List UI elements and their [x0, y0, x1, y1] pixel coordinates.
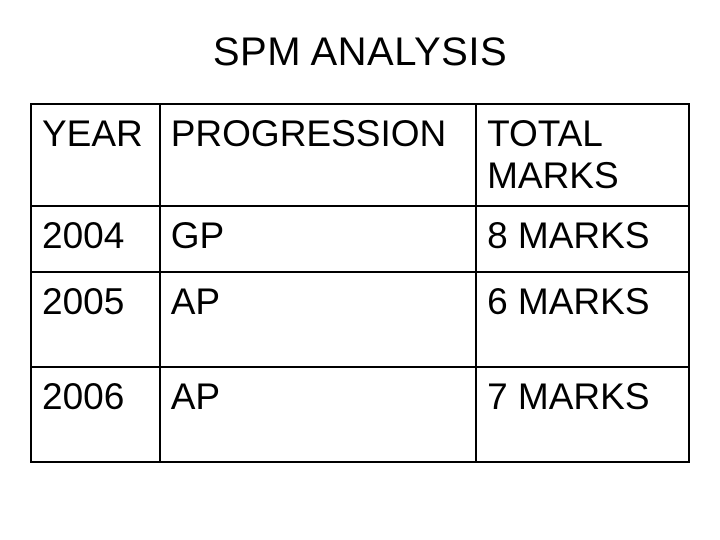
- table-row: 2006 AP 7 MARKS: [31, 367, 689, 462]
- cell-total: 7 MARKS: [476, 367, 689, 462]
- cell-total: 6 MARKS: [476, 272, 689, 367]
- page-title: SPM ANALYSIS: [30, 30, 690, 75]
- table-row: 2005 AP 6 MARKS: [31, 272, 689, 367]
- header-total: TOTAL MARKS: [476, 104, 689, 206]
- cell-progression: AP: [160, 272, 476, 367]
- cell-year: 2004: [31, 206, 160, 272]
- table-header-row: YEAR PROGRESSION TOTAL MARKS: [31, 104, 689, 206]
- cell-year: 2006: [31, 367, 160, 462]
- cell-progression: AP: [160, 367, 476, 462]
- analysis-table: YEAR PROGRESSION TOTAL MARKS 2004 GP 8 M…: [30, 103, 690, 463]
- cell-year: 2005: [31, 272, 160, 367]
- cell-progression: GP: [160, 206, 476, 272]
- header-year: YEAR: [31, 104, 160, 206]
- header-progression: PROGRESSION: [160, 104, 476, 206]
- cell-total: 8 MARKS: [476, 206, 689, 272]
- table-row: 2004 GP 8 MARKS: [31, 206, 689, 272]
